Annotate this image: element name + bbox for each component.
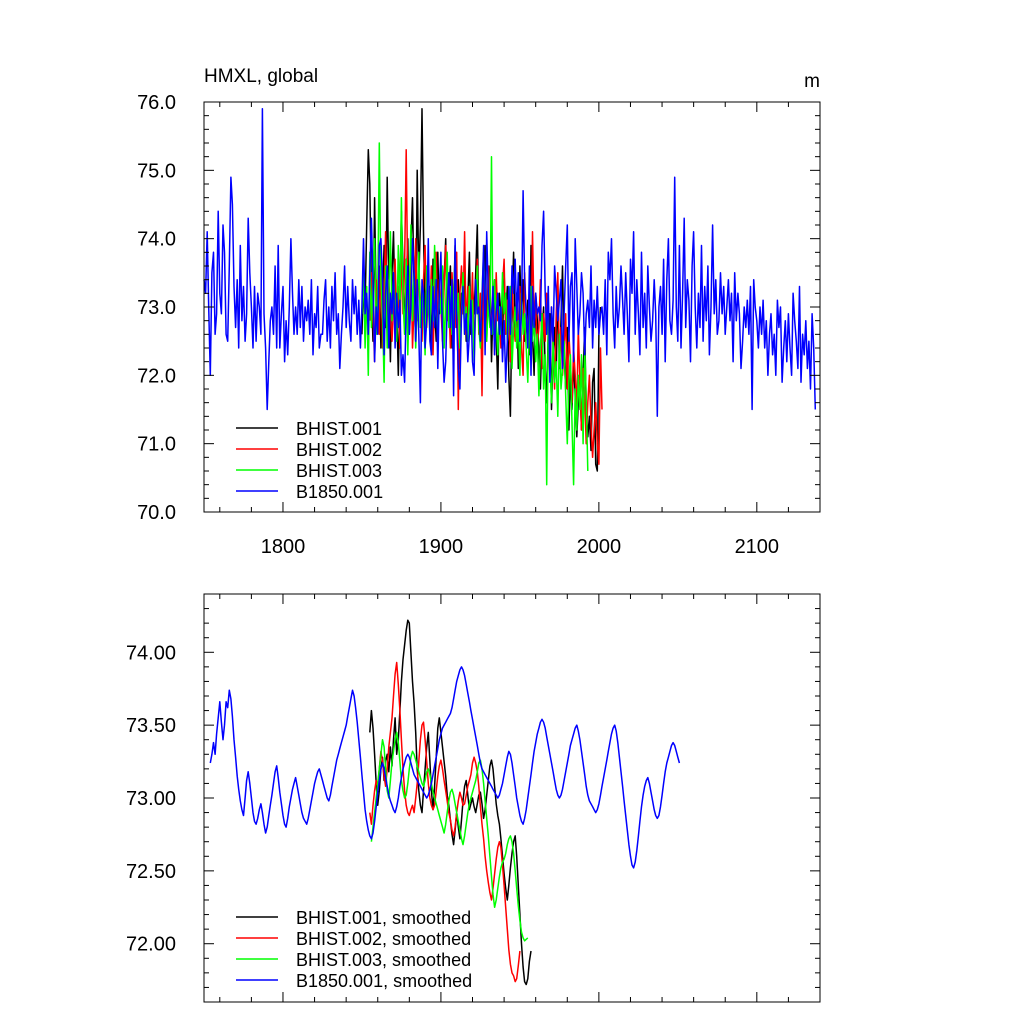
- y-tick-label: 73.50: [126, 715, 176, 737]
- top-chart-frame: [203, 101, 821, 513]
- x-tick-label: 2100: [735, 536, 780, 558]
- bottom-chart-frame: [203, 593, 821, 1003]
- legend-label: BHIST.001, smoothed: [296, 908, 471, 928]
- y-tick-label: 76.0: [137, 92, 176, 114]
- legend-label: B1850.001: [296, 482, 383, 502]
- x-tick-label: 1800: [261, 536, 306, 558]
- series-line-3: [209, 666, 681, 869]
- legend-label: BHIST.002: [296, 440, 382, 460]
- bottom-chart: 72.00 72.50 73.00 73.50 74.00 BHIST.001, smo…: [126, 593, 821, 1003]
- top-chart: HMXL, global m 1800 1900 2000 2100 70.0 71.0 7…: [137, 66, 821, 558]
- y-tick-label: 73.00: [126, 788, 176, 810]
- legend-label: BHIST.001: [296, 419, 382, 439]
- y-tick-label: 72.0: [137, 365, 176, 387]
- top-chart-ticks: 1800 1900 2000 2100 70.0 71.0 72.0 73.0 74.0 75.0…: [137, 92, 821, 558]
- series-line-2: [370, 731, 529, 942]
- legend-label: BHIST.003: [296, 461, 382, 481]
- y-tick-label: 70.0: [137, 502, 176, 524]
- y-tick-label: 74.00: [126, 642, 176, 664]
- y-tick-label: 73.0: [137, 297, 176, 319]
- legend-label: B1850.001, smoothed: [296, 971, 472, 991]
- top-chart-title: HMXL, global: [204, 66, 318, 87]
- x-tick-label: 2000: [577, 536, 622, 558]
- y-tick-label: 72.00: [126, 934, 176, 956]
- top-chart-units: m: [804, 71, 820, 92]
- top-chart-series: [203, 108, 817, 486]
- x-tick-label: 1900: [419, 536, 464, 558]
- bottom-chart-series: [209, 619, 681, 986]
- series-line-3: [203, 108, 817, 418]
- y-tick-label: 71.0: [137, 434, 176, 456]
- y-tick-label: 72.50: [126, 861, 176, 883]
- legend-label: BHIST.003, smoothed: [296, 950, 471, 970]
- y-tick-label: 74.0: [137, 229, 176, 251]
- y-tick-label: 75.0: [137, 160, 176, 182]
- legend-label: BHIST.002, smoothed: [296, 929, 471, 949]
- bottom-chart-ticks: 72.00 72.50 73.00 73.50 74.00: [126, 593, 821, 1003]
- series-line-1: [369, 661, 521, 983]
